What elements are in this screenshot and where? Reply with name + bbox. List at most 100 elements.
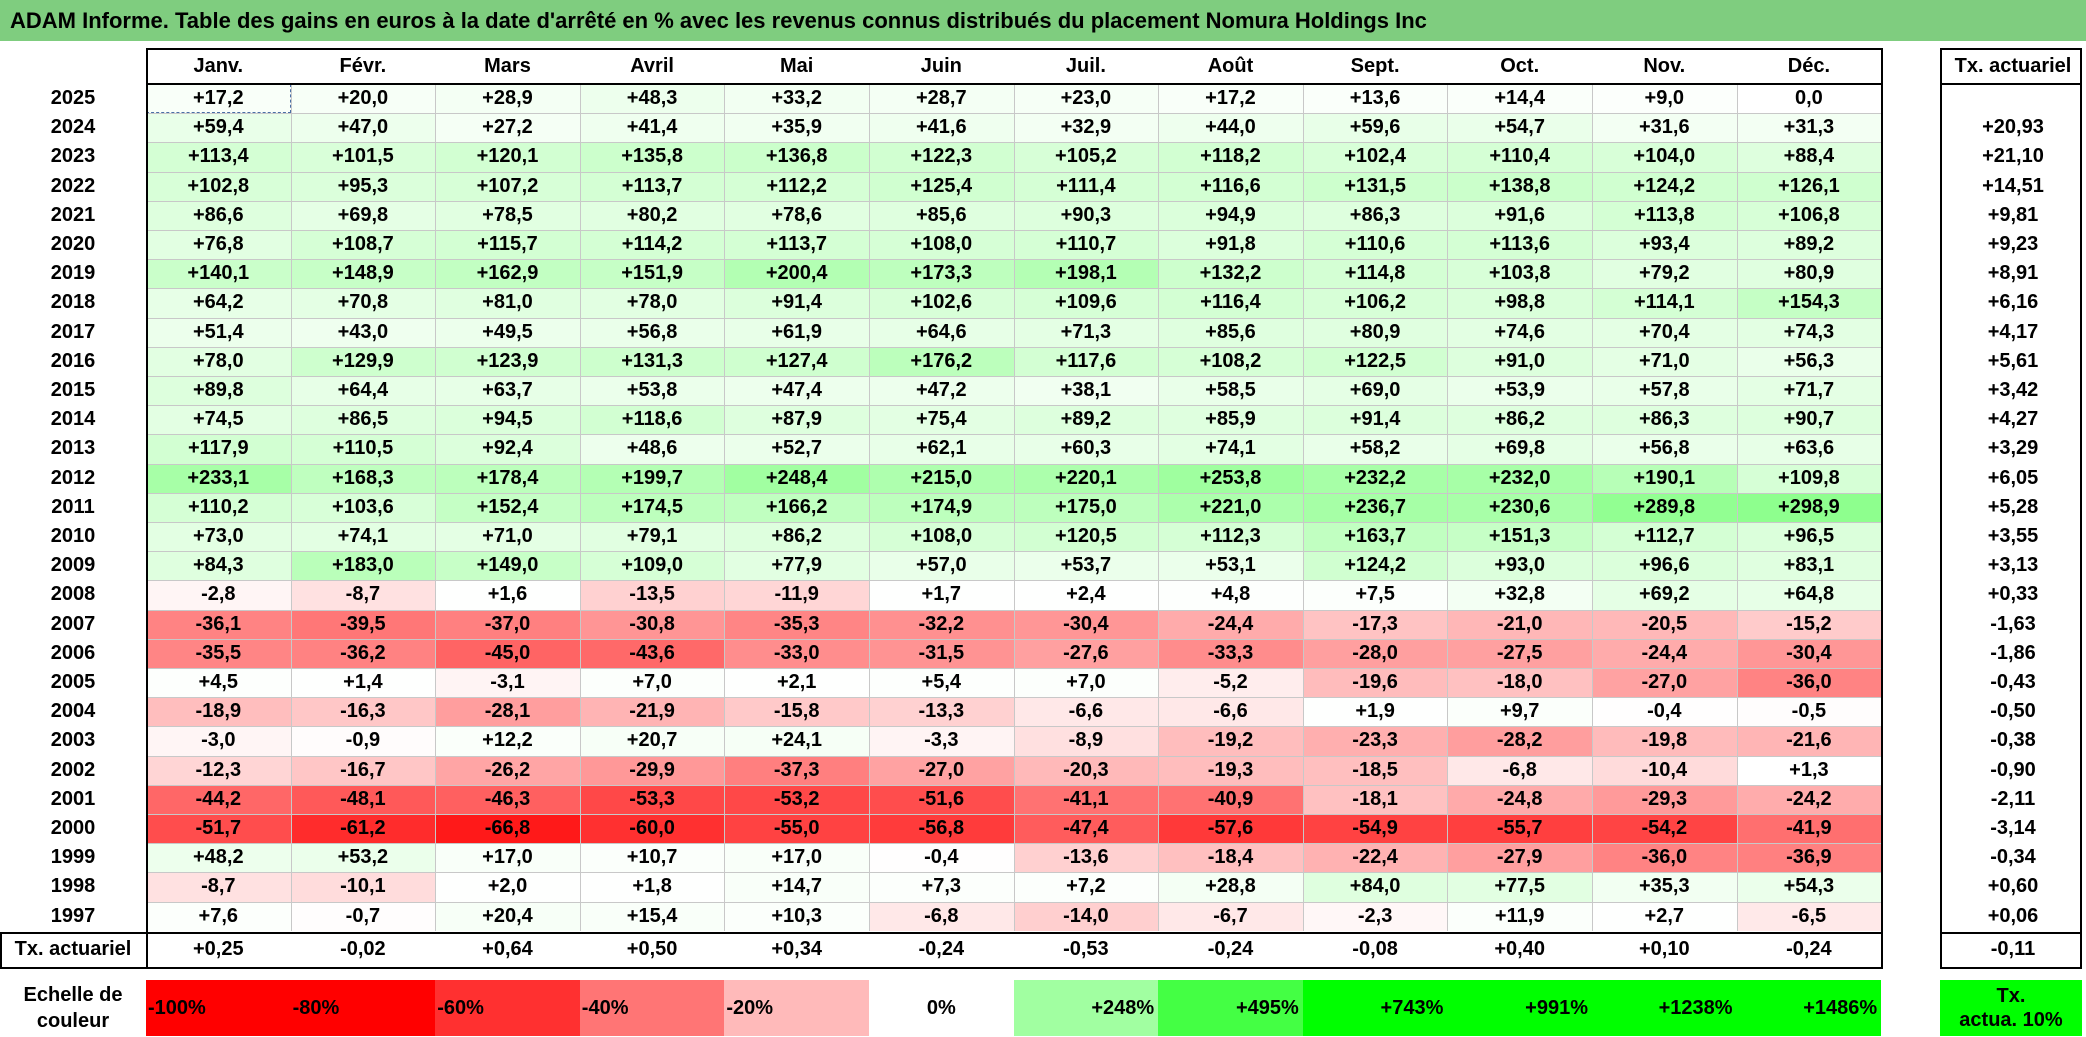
table-cell: -36,1 bbox=[146, 609, 291, 639]
table-cell: -0,4 bbox=[1592, 697, 1737, 727]
table-cell: +53,2 bbox=[290, 843, 436, 873]
gridline bbox=[1592, 84, 1593, 931]
table-cell: +124,2 bbox=[1302, 551, 1448, 581]
table-cell: -10,4 bbox=[1592, 755, 1737, 785]
gridline bbox=[290, 84, 292, 931]
table-cell: -27,0 bbox=[869, 755, 1014, 785]
table-cell: -53,3 bbox=[579, 784, 725, 814]
month-header: Mai bbox=[780, 54, 814, 77]
table-cell: +5,4 bbox=[869, 668, 1014, 698]
table-cell: +1,7 bbox=[869, 580, 1014, 610]
table-cell: +63,7 bbox=[435, 376, 580, 406]
table-cell: +102,8 bbox=[146, 171, 291, 201]
table-cell: +84,0 bbox=[1302, 872, 1448, 902]
table-cell: +69,8 bbox=[290, 200, 436, 230]
color-scale-swatch: -80% bbox=[290, 980, 436, 1036]
table-cell: -27,0 bbox=[1592, 668, 1737, 698]
table-cell: +1,8 bbox=[579, 872, 725, 902]
color-scale-swatch: +1486% bbox=[1736, 980, 1882, 1036]
table-cell: -36,0 bbox=[1736, 668, 1882, 698]
rate-cell: +5,61 bbox=[1987, 349, 2039, 372]
table-cell: +176,2 bbox=[869, 346, 1014, 376]
table-cell: +2,1 bbox=[724, 668, 869, 698]
table-cell: -29,3 bbox=[1592, 784, 1737, 814]
table-cell: +149,0 bbox=[435, 551, 580, 581]
rate-cell bbox=[1940, 84, 2086, 113]
table-cell: +114,1 bbox=[1592, 288, 1737, 318]
table-cell: +62,1 bbox=[869, 434, 1014, 464]
table-cell: +109,0 bbox=[579, 551, 725, 581]
gridline bbox=[146, 142, 1882, 144]
table-cell: +101,5 bbox=[290, 142, 436, 172]
gridline bbox=[146, 522, 1882, 523]
gridline bbox=[146, 814, 1882, 815]
gridline bbox=[724, 84, 726, 931]
table-cell: +112,7 bbox=[1592, 522, 1737, 552]
table-cell: +74,3 bbox=[1736, 317, 1882, 347]
table-cell: +38,1 bbox=[1013, 376, 1159, 406]
table-cell: -39,5 bbox=[290, 609, 436, 639]
table-cell: +116,4 bbox=[1158, 288, 1303, 318]
table-cell: +56,8 bbox=[579, 317, 725, 347]
table-cell: +220,1 bbox=[1013, 463, 1159, 493]
table-cell: +89,8 bbox=[146, 376, 291, 406]
table-cell: -10,1 bbox=[290, 872, 436, 902]
table-cell: -41,1 bbox=[1013, 784, 1159, 814]
gridline bbox=[146, 405, 1882, 407]
table-cell: +93,0 bbox=[1447, 551, 1592, 581]
table-cell: +163,7 bbox=[1302, 522, 1448, 552]
gridline bbox=[435, 84, 437, 931]
table-cell: +92,4 bbox=[435, 434, 580, 464]
table-cell: -33,0 bbox=[724, 638, 869, 668]
table-cell: +98,8 bbox=[1447, 288, 1592, 318]
gridline bbox=[146, 901, 1882, 903]
table-cell: -28,0 bbox=[1302, 638, 1448, 668]
gridline bbox=[579, 84, 581, 931]
rate-cell: -0,43 bbox=[1990, 671, 2036, 694]
rate-cell: +5,28 bbox=[1987, 495, 2039, 518]
table-cell: +64,2 bbox=[146, 288, 291, 318]
rate-cell: -1,63 bbox=[1990, 612, 2036, 635]
scale-rate-line: actua. 10% bbox=[1959, 1009, 2063, 1031]
table-cell: +11,9 bbox=[1447, 901, 1592, 931]
table-cell: +69,8 bbox=[1447, 434, 1592, 464]
summary-cell: +0,50 bbox=[626, 938, 678, 961]
table-cell: +166,2 bbox=[724, 492, 869, 522]
table-cell: +113,7 bbox=[579, 171, 725, 201]
gridline bbox=[146, 171, 1882, 173]
table-cell: +56,3 bbox=[1736, 346, 1882, 376]
table-cell: -35,5 bbox=[146, 638, 291, 668]
month-header: Juin bbox=[920, 54, 962, 77]
table-cell: -44,2 bbox=[146, 784, 291, 814]
table-cell: +44,0 bbox=[1158, 113, 1303, 143]
table-cell: +17,2 bbox=[1158, 84, 1303, 114]
table-cell: -37,3 bbox=[724, 755, 869, 785]
gridline bbox=[146, 668, 1882, 669]
table-cell: +233,1 bbox=[146, 463, 291, 493]
table-cell: +91,4 bbox=[1302, 405, 1448, 435]
table-cell: -57,6 bbox=[1158, 814, 1303, 844]
table-cell: +174,5 bbox=[579, 492, 725, 522]
year-label: 2022 bbox=[50, 174, 96, 197]
table-cell: +2,0 bbox=[435, 872, 580, 902]
month-header: Sept. bbox=[1350, 54, 1400, 77]
table-cell: +215,0 bbox=[869, 463, 1014, 493]
table-cell: -66,8 bbox=[435, 814, 580, 844]
table-cell: +198,1 bbox=[1013, 259, 1159, 289]
table-cell: -6,5 bbox=[1736, 901, 1882, 931]
table-cell: +7,0 bbox=[1013, 668, 1159, 698]
table-cell: +9,0 bbox=[1592, 84, 1737, 114]
table-cell: +125,4 bbox=[869, 171, 1014, 201]
month-header: Oct. bbox=[1500, 54, 1540, 77]
table-cell: +230,6 bbox=[1447, 492, 1592, 522]
table-cell: +80,2 bbox=[579, 200, 725, 230]
table-cell: -24,4 bbox=[1158, 609, 1303, 639]
table-cell: -6,7 bbox=[1158, 901, 1303, 931]
table-cell: +79,1 bbox=[579, 522, 725, 552]
gridline bbox=[146, 755, 1882, 757]
table-cell: +71,0 bbox=[435, 522, 580, 552]
table-cell: +120,1 bbox=[435, 142, 580, 172]
table-cell: -18,9 bbox=[146, 697, 291, 727]
table-cell: -48,1 bbox=[290, 784, 436, 814]
table-cell: +103,8 bbox=[1447, 259, 1592, 289]
